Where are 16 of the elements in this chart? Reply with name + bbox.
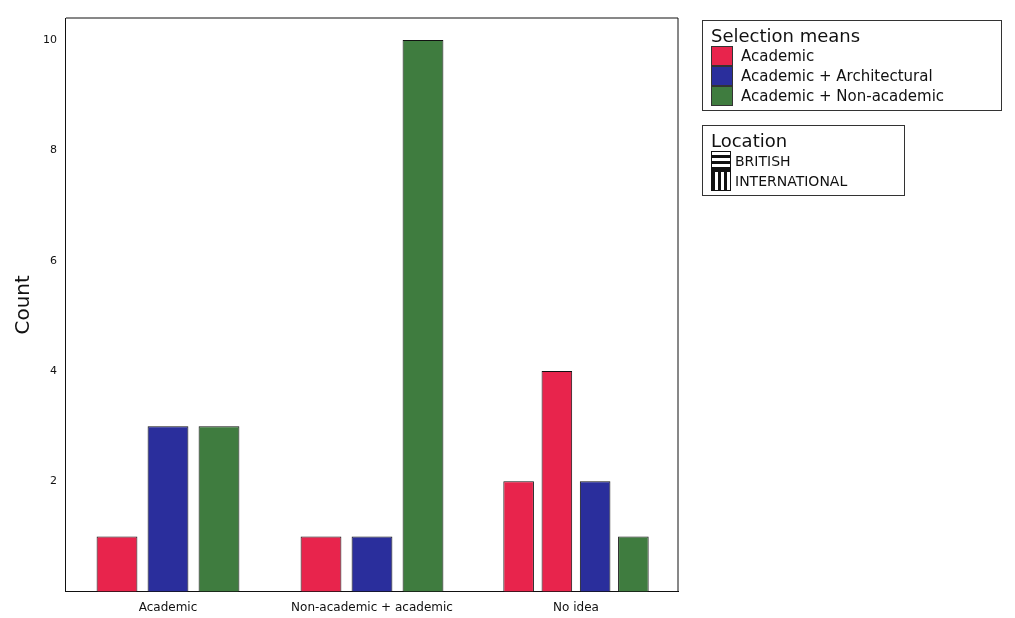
legend-label: Academic + Architectural	[740, 66, 934, 86]
y-tick-label: 2	[50, 474, 57, 488]
x-tick-label: Academic	[138, 599, 198, 614]
y-tick-label: 10	[43, 32, 57, 46]
y-axis-title: Count	[10, 274, 35, 335]
y-tick-label: 8	[50, 143, 57, 157]
y-tick-label: 6	[50, 253, 57, 267]
legend-label: Academic	[740, 46, 816, 66]
text: BRITISH	[735, 152, 791, 171]
y-tick-label: 4	[50, 363, 57, 377]
text: Location	[711, 130, 789, 151]
x-tick-label: Non-academic + academic	[291, 599, 453, 614]
x-tick-label: No idea	[553, 599, 599, 614]
legend-label: Academic + Non-academic	[740, 86, 946, 106]
text: INTERNATIONAL	[735, 172, 848, 191]
legend-title: Selection means	[711, 25, 862, 46]
